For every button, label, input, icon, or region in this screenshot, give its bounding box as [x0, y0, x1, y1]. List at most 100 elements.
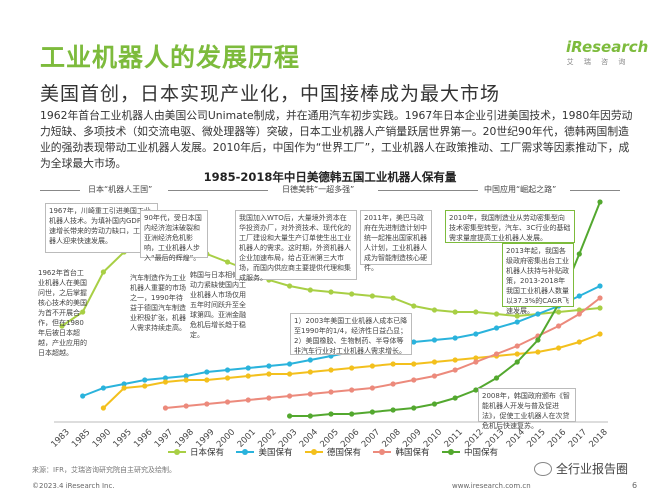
data-point: [576, 339, 582, 345]
data-point: [287, 413, 293, 419]
x-tick-label: 2017: [567, 427, 589, 449]
era-divider: [168, 190, 268, 191]
data-point: [245, 397, 251, 403]
chart-title: 1985-2018年中日美德韩五国工业机器人保有量: [203, 170, 457, 184]
legend-item: 德国保有: [304, 446, 361, 458]
data-point: [411, 303, 417, 309]
data-point: [514, 351, 520, 357]
watermark: 全行业报告圈: [534, 460, 628, 477]
data-point: [266, 363, 272, 369]
data-point: [473, 309, 479, 315]
legend-marker: [373, 449, 392, 455]
legend-marker: [304, 449, 323, 455]
data-point: [493, 311, 500, 317]
data-point: [183, 377, 189, 383]
legend-marker: [441, 449, 460, 455]
data-point: [514, 359, 520, 365]
data-point: [473, 355, 479, 361]
legend-label: 韩国保有: [395, 448, 430, 458]
data-point: [369, 409, 375, 415]
data-point: [431, 337, 438, 343]
data-point: [493, 325, 500, 331]
data-point: [307, 391, 313, 397]
data-point: [411, 377, 417, 383]
data-point: [307, 287, 313, 293]
logo-text: iResearch: [566, 38, 649, 56]
page-subtitle: 美国首创，日本实现产业化，中国接棒成为最大市场: [40, 83, 501, 105]
data-point: [100, 269, 106, 275]
annotation-2008: 2008年，韩国政府颁布《智能机器人开发与普及促进法》，促使工业机器人在次贷危机…: [478, 388, 576, 430]
iresearch-logo: iResearch 艾 瑞 咨 询: [566, 38, 649, 67]
data-point: [597, 331, 603, 337]
data-point: [287, 283, 293, 289]
data-point: [349, 291, 355, 297]
legend-item: 中国保有: [441, 446, 498, 458]
website: www.iresearch.com.cn: [452, 482, 531, 490]
data-point: [100, 405, 106, 411]
annotation-1962: 1962年首台工业机器人在美国问世，之后掌握核心技术的美国为首不开展合作，但在1…: [38, 269, 87, 357]
annotation-2013: 2013年起，我国各级政府密集出台工业机器人扶持与补贴政策，2013-2018年…: [502, 243, 574, 315]
data-point: [204, 401, 210, 407]
x-tick-label: 1983: [49, 427, 71, 449]
data-point: [431, 359, 438, 365]
data-point: [121, 385, 127, 391]
data-point: [266, 371, 272, 377]
watermark-text: 全行业报告圈: [556, 462, 629, 476]
series-line: [165, 297, 601, 409]
data-point: [307, 357, 313, 363]
logo-subtext: 艾 瑞 咨 询: [566, 58, 630, 66]
data-point: [535, 349, 541, 355]
page-title: 工业机器人的发展历程: [40, 43, 301, 72]
data-point: [411, 361, 417, 367]
data-point: [204, 377, 210, 383]
data-point: [597, 199, 603, 205]
data-point: [473, 331, 479, 337]
era-divider: [40, 190, 80, 191]
data-point: [142, 383, 148, 389]
data-point: [224, 367, 231, 373]
x-tick-label: 1990: [91, 427, 113, 449]
data-point: [369, 293, 375, 299]
data-point: [162, 405, 169, 411]
data-point: [597, 283, 603, 289]
data-point: [369, 385, 375, 391]
intro-paragraph: 1962年首台工业机器人由美国公司Unimate制成，并在通用汽车初步实践。19…: [40, 109, 633, 170]
era-divider: [570, 190, 620, 191]
data-point: [121, 381, 127, 387]
data-point: [452, 367, 458, 373]
data-point: [183, 403, 189, 409]
legend-label: 德国保有: [326, 448, 361, 458]
legend-label: 美国保有: [258, 448, 293, 458]
era-divider: [378, 190, 478, 191]
data-point: [307, 413, 313, 419]
x-tick-label: 1985: [70, 427, 92, 449]
data-point: [576, 307, 582, 313]
data-point: [556, 323, 562, 329]
data-point: [493, 351, 500, 357]
data-point: [80, 309, 86, 315]
copyright: ©2023.4 iResearch Inc.: [32, 482, 115, 490]
data-point: [556, 345, 562, 351]
annotation-1967: 1967年，川崎重工引进美国工业机器人技术。为填补国内GDP快速增长带来的劳动力…: [45, 203, 158, 253]
series-line: [289, 201, 601, 417]
x-tick-label: 1996: [132, 427, 154, 449]
data-point: [390, 295, 396, 301]
data-point: [431, 307, 438, 313]
data-point: [59, 323, 65, 329]
data-point: [266, 395, 272, 401]
data-point: [431, 373, 438, 379]
data-point: [328, 367, 334, 373]
data-point: [514, 319, 520, 325]
era-label-japan: 日本“机器人王国”: [88, 185, 153, 194]
data-point: [162, 375, 169, 381]
data-point: [328, 289, 334, 295]
data-point: [287, 371, 293, 377]
x-tick-label: 2016: [546, 427, 568, 449]
annotation-2003: 1）2003年美国工业机器人成本已降至1990年的1/4，经济性日益凸显；2）美…: [290, 313, 412, 355]
data-point: [349, 365, 355, 371]
data-point: [224, 259, 231, 265]
legend-label: 日本保有: [190, 448, 225, 458]
data-point: [493, 375, 500, 381]
data-point: [390, 381, 396, 387]
